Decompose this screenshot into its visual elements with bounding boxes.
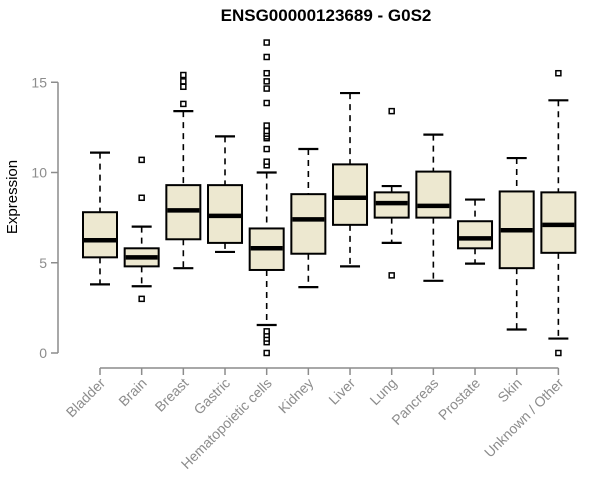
outlier-point	[138, 295, 145, 303]
box-group	[165, 71, 202, 270]
box-group	[332, 91, 369, 268]
y-axis: 0 5 10 15	[31, 74, 59, 361]
x-tick-label: Skin	[494, 375, 525, 406]
iqr-box	[540, 191, 577, 254]
outlier-point	[263, 69, 270, 77]
outlier-point	[263, 158, 270, 165]
x-tick-label: Bladder	[63, 375, 109, 421]
iqr-box	[415, 170, 452, 219]
outlier-point	[555, 349, 562, 357]
iqr-box	[332, 163, 369, 226]
outlier-point	[555, 69, 562, 77]
box-group	[290, 147, 327, 289]
box-group	[457, 198, 494, 265]
x-tick-label: Lung	[366, 375, 399, 408]
x-tick-label: Unknown / Other	[481, 375, 567, 461]
y-axis-label: Expression	[4, 160, 21, 234]
outlier-point	[263, 145, 270, 153]
chart-title: ENSG00000123689 - G0S2	[221, 6, 432, 25]
outlier-point	[263, 78, 270, 85]
iqr-box	[457, 220, 494, 250]
x-tick-label: Brain	[115, 375, 149, 409]
outlier-point	[263, 349, 270, 357]
x-tick-label: Breast	[152, 375, 192, 415]
outlier-point	[263, 99, 270, 107]
box-group	[248, 39, 285, 357]
outlier-point	[180, 83, 187, 91]
outlier-point	[263, 53, 270, 61]
outlier-point	[138, 194, 145, 202]
x-tick-label: Liver	[325, 375, 358, 408]
y-tick-label: 10	[31, 165, 47, 181]
y-tick-label: 0	[39, 345, 47, 361]
box-group	[415, 133, 452, 282]
x-tick-label: Prostate	[435, 375, 483, 423]
box-group	[498, 156, 535, 331]
box-group	[373, 107, 410, 279]
outlier-point	[180, 71, 187, 79]
iqr-box	[82, 211, 118, 259]
outlier-point	[263, 127, 270, 135]
outlier-point	[263, 85, 270, 92]
outlier-point	[263, 122, 270, 129]
outlier-point	[263, 39, 270, 46]
outlier-point	[138, 156, 145, 164]
outlier-point	[388, 272, 395, 279]
y-tick-label: 15	[31, 74, 47, 90]
x-tick-label: Kidney	[275, 375, 317, 417]
box-group	[540, 69, 577, 357]
outlier-point	[180, 100, 187, 108]
iqr-box	[290, 193, 327, 255]
outlier-point	[180, 78, 187, 85]
outlier-point	[263, 328, 270, 335]
y-tick-label: 5	[39, 255, 47, 271]
box-group	[123, 156, 160, 303]
box-series	[82, 39, 577, 357]
box-group	[207, 135, 244, 254]
box-group	[82, 151, 118, 286]
outlier-point	[388, 107, 395, 115]
